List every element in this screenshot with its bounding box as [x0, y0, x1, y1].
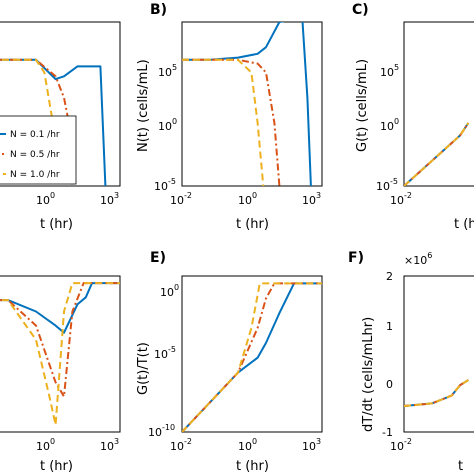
- series-line-3: [182, 58, 265, 186]
- panel-label: F): [348, 250, 364, 266]
- y-tick-label: 10-5: [376, 177, 398, 193]
- x-axis-label: t (hr): [236, 217, 269, 232]
- x-axis-label: t (hr): [236, 459, 269, 474]
- axes-box: [0, 21, 121, 187]
- x-axis-label: t: [458, 459, 463, 474]
- y-tick-label: 105: [380, 63, 399, 79]
- axes-box: [403, 275, 474, 433]
- x-axis-label: t (hr): [40, 459, 73, 474]
- y-axis-label: G(t) (cells/mL): [355, 59, 370, 152]
- x-tick-label: 103: [100, 191, 119, 207]
- y-tick-label: 10-10: [148, 423, 175, 439]
- legend-entry: N = 0.5 /hr: [10, 150, 60, 160]
- y-axis-label: dT/dt (cells/mLhr): [361, 317, 376, 432]
- x-tick-label: 103: [302, 191, 321, 207]
- x-axis-label: t (hr): [454, 217, 474, 232]
- series-line-3: [182, 282, 322, 432]
- panel-f: F) ×106 2 1 0 -1 10-2 t dT/dt (cells/mLh…: [348, 250, 474, 474]
- y-tick-label: 100: [380, 117, 399, 133]
- y-tick-label: 100: [160, 283, 179, 299]
- y-tick-label: 2: [386, 270, 393, 283]
- legend: N = 0.1 /hr N = 0.5 /hr N = 1.0 /hr: [0, 115, 77, 185]
- axes-box: [181, 275, 323, 433]
- panel-label: C): [352, 2, 369, 18]
- axes-box: [403, 21, 474, 187]
- x-tick-label: 100: [238, 437, 257, 453]
- axes-box: [0, 275, 121, 433]
- x-axis-label: t (hr): [40, 217, 73, 232]
- panel-d: 100 103 t (hr): [0, 275, 121, 474]
- legend-entry: N = 1.0 /hr: [10, 170, 60, 180]
- series-line-2: [0, 282, 120, 398]
- x-tick-label: 100: [36, 191, 55, 207]
- series-line-2: [182, 282, 322, 432]
- panel-b: B) 105 100 10-5 10-2 100 103 t (hr) N(t)…: [136, 2, 323, 232]
- x-tick-label: 103: [100, 437, 119, 453]
- x-tick-label: 10-2: [390, 437, 412, 453]
- legend-box: [0, 115, 77, 185]
- y-tick-label: 10-5: [154, 345, 176, 361]
- panel-label: B): [150, 2, 167, 18]
- x-tick-label: 103: [302, 437, 321, 453]
- series-line-2: [404, 379, 469, 407]
- panel-a: N = 0.1 /hr N = 0.5 /hr N = 1.0 /hr 100 10…: [0, 21, 121, 232]
- y-tick-label: 100: [158, 117, 177, 133]
- y-axis-label: G(t)/T(t): [136, 342, 151, 395]
- series-line-3: [404, 122, 470, 186]
- y-tick-label: -1: [382, 426, 393, 439]
- y-tick-label: 10-5: [154, 177, 176, 193]
- y-tick-label: 105: [158, 63, 177, 79]
- panel-label: E): [150, 250, 166, 266]
- series-line-3: [0, 282, 120, 426]
- series-line-1: [0, 282, 120, 334]
- x-tick-label: 10-2: [170, 437, 192, 453]
- x-tick-label: 100: [36, 437, 55, 453]
- legend-entry: N = 0.1 /hr: [10, 130, 60, 140]
- axes-box: [181, 21, 323, 187]
- y-axis-label: N(t) (cells/mL): [136, 59, 151, 152]
- series-line-1: [182, 22, 312, 186]
- panel-c: C) 105 100 10-5 10-2 t (hr) G(t) (cells/…: [352, 2, 474, 232]
- y-tick-label: 0: [386, 378, 393, 391]
- series-line-2: [182, 58, 281, 186]
- x-tick-label: 100: [238, 191, 257, 207]
- panel-e: E) 100 10-5 10-10 10-2 100 103 t (hr) G(…: [136, 250, 323, 474]
- series-line-3: [404, 379, 469, 407]
- x-tick-label: 10-2: [170, 191, 192, 207]
- y-multiplier: ×106: [404, 251, 432, 267]
- y-tick-label: 1: [386, 320, 393, 333]
- x-tick-label: 10-2: [390, 191, 412, 207]
